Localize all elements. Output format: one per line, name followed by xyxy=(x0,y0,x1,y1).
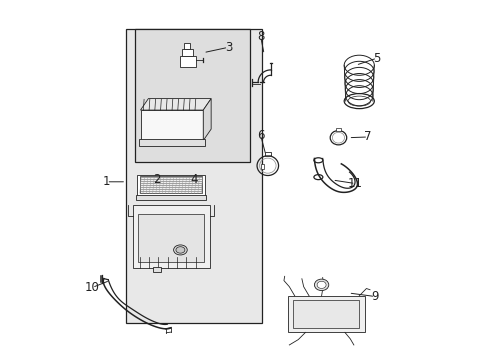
Bar xyxy=(336,128,340,131)
Bar xyxy=(180,56,196,67)
Bar xyxy=(140,176,202,193)
Bar xyxy=(287,296,364,332)
Bar xyxy=(182,49,192,56)
Ellipse shape xyxy=(173,245,187,255)
Bar xyxy=(264,152,270,156)
Text: 2: 2 xyxy=(153,173,160,186)
Bar xyxy=(261,164,264,168)
Text: 10: 10 xyxy=(84,281,100,294)
Text: 6: 6 xyxy=(256,129,264,142)
Polygon shape xyxy=(203,99,211,140)
Text: 4: 4 xyxy=(190,173,198,186)
Ellipse shape xyxy=(314,279,328,291)
Ellipse shape xyxy=(176,247,184,253)
Text: 5: 5 xyxy=(373,51,380,64)
Bar xyxy=(132,205,209,268)
Bar xyxy=(153,267,160,272)
Bar xyxy=(183,42,190,49)
Bar xyxy=(138,214,204,262)
Bar xyxy=(136,195,206,200)
Bar xyxy=(140,110,203,140)
Bar xyxy=(292,300,359,328)
Bar xyxy=(135,30,249,162)
Text: 3: 3 xyxy=(224,41,232,54)
Text: 11: 11 xyxy=(347,177,363,190)
Ellipse shape xyxy=(317,281,325,288)
Polygon shape xyxy=(140,99,211,110)
Bar xyxy=(137,175,204,196)
Text: 9: 9 xyxy=(371,290,378,303)
Text: 8: 8 xyxy=(256,30,264,43)
Bar xyxy=(126,30,262,323)
Text: 1: 1 xyxy=(102,175,110,188)
Bar xyxy=(139,139,204,146)
Text: 7: 7 xyxy=(364,130,371,144)
